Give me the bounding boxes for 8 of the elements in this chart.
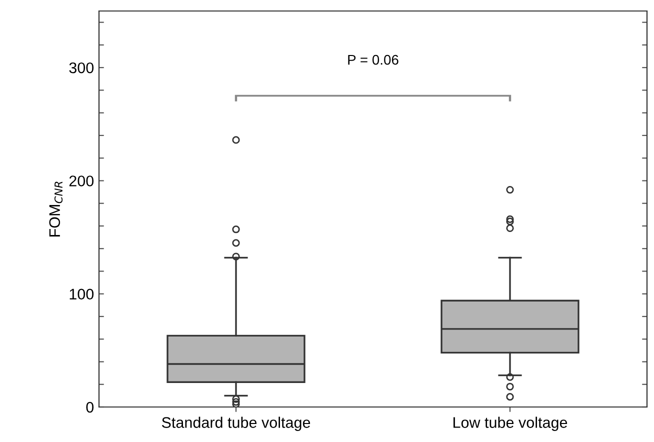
y-axis-title: FOM$_{CNR}$ bbox=[49, 182, 63, 236]
y-tick-label: 100 bbox=[70, 288, 94, 300]
y-tick-label: 200 bbox=[69, 176, 94, 186]
x-tick-label: Standard tube voltage bbox=[162, 416, 310, 431]
annotation: P = 0.06 bbox=[348, 54, 398, 65]
y-tick-label: 0 bbox=[86, 402, 94, 413]
x-tick-label: Low tube voltage bbox=[454, 416, 568, 431]
y-tick-label: 300 bbox=[69, 62, 94, 74]
